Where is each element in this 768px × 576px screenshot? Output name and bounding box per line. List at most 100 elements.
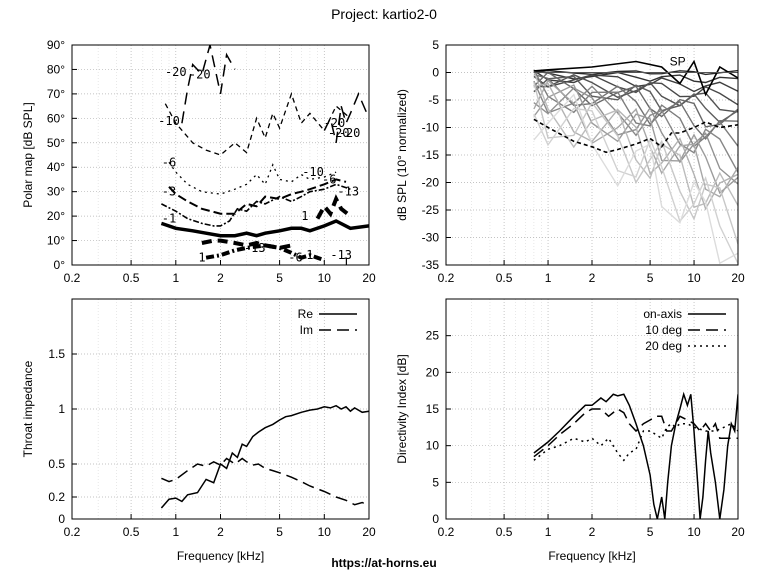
series-line — [160, 404, 369, 509]
page-title: Project: kartio2-0 — [331, 6, 437, 22]
y-tick-label: 0.5 — [48, 457, 65, 471]
y-axis-label: dB SPL (10° normalized) — [395, 89, 409, 221]
plot-frame — [445, 44, 739, 266]
y-tick-label: 20 — [426, 365, 440, 379]
contour-label: -20 — [328, 126, 350, 140]
y-tick-label: 5 — [432, 475, 439, 489]
contour-line — [168, 178, 347, 215]
y-axis-label: Throat impedance — [21, 360, 35, 457]
x-tick-label: 10 — [687, 525, 701, 539]
y-tick-label: 5 — [432, 38, 439, 52]
legend-label: on-axis — [643, 307, 682, 321]
x-tick-label: 10 — [318, 271, 332, 285]
y-tick-label: 90° — [47, 38, 65, 52]
x-tick-label: 10 — [687, 271, 701, 285]
x-tick-label: 0.2 — [438, 271, 455, 285]
contour-label: 1 — [342, 256, 349, 270]
spl-family-line — [533, 82, 738, 211]
spl-family-line — [533, 69, 738, 148]
x-tick-label: 0.2 — [64, 525, 81, 539]
y-tick-label: 20° — [47, 209, 65, 223]
series-line — [161, 457, 369, 507]
series-line — [533, 422, 738, 462]
y-tick-label: 0° — [54, 258, 66, 272]
x-tick-label: 5 — [647, 525, 654, 539]
plot-frame — [71, 44, 370, 266]
contour-label: -6 — [162, 155, 176, 169]
y-tick-label: -30 — [422, 231, 440, 245]
y-tick-label: 60° — [47, 111, 65, 125]
spl-reference-line — [533, 59, 738, 97]
spl-family-line — [533, 73, 738, 140]
y-tick-label: 1.5 — [48, 347, 65, 361]
contour-line — [164, 91, 351, 156]
contour-label: -20 — [189, 67, 211, 81]
y-axis-label: Polar map [dB SPL] — [21, 102, 35, 207]
contour-line — [160, 219, 369, 238]
y-tick-label: 25 — [426, 329, 440, 343]
contour-label: -20 — [324, 116, 346, 130]
contour-label: -3 — [162, 185, 176, 199]
y-tick-label: 50° — [47, 136, 65, 150]
contour-line — [161, 183, 351, 227]
spl-family-line — [533, 107, 738, 264]
contour-line — [181, 45, 236, 124]
contour-line — [315, 194, 352, 220]
legend-label: Re — [298, 307, 314, 321]
chart-polar-map: 0.2 0.5 1 2 5 10 200°10°20°30°40°50°60°70°80°9… — [21, 38, 376, 285]
plot-area: -20 -20-10-6-3-11-13-6 1 -1311-10-6-13-20-2… — [158, 45, 369, 270]
y-tick-label: 10° — [47, 234, 65, 248]
y-tick-label: 0 — [432, 512, 439, 526]
contour-label: -6 — [322, 172, 336, 186]
x-tick-label: 20 — [362, 271, 376, 285]
contour-label: 1 — [306, 248, 313, 262]
y-tick-label: 10 — [426, 439, 440, 453]
contour-label: -13 — [337, 185, 359, 199]
spl-dashed-line — [533, 118, 738, 154]
x-axis-label: Frequency [kHz] — [177, 549, 264, 563]
x-tick-label: 1 — [545, 525, 552, 539]
contour-label: -20 — [339, 126, 361, 140]
contour-line — [205, 243, 325, 262]
y-tick-label: 0.2 — [48, 490, 65, 504]
plot-frame — [445, 298, 739, 520]
x-tick-label: 5 — [276, 525, 283, 539]
plot-area — [160, 404, 369, 509]
x-tick-label: 2 — [589, 525, 596, 539]
x-tick-label: 0.5 — [123, 271, 140, 285]
y-tick-label: 0 — [58, 512, 65, 526]
x-tick-label: 5 — [276, 271, 283, 285]
legend-label: Im — [300, 323, 313, 337]
x-tick-label: 2 — [589, 271, 596, 285]
y-tick-label: 30° — [47, 185, 65, 199]
spl-family-line — [533, 70, 738, 84]
x-tick-label: 0.2 — [438, 525, 455, 539]
x-tick-label: 0.2 — [64, 271, 81, 285]
legend-label: 20 deg — [645, 339, 682, 353]
x-tick-label: 1 — [172, 525, 179, 539]
y-tick-label: 0 — [432, 66, 439, 80]
y-tick-label: -15 — [422, 148, 440, 162]
x-tick-label: 0.5 — [123, 525, 140, 539]
chart-normalized-spl: 0.2 0.5 1 2 5 10 20 5 0 -5 -10 -15 -20 -25 -30 -35 dB SP… — [395, 38, 745, 285]
series-line — [533, 391, 738, 519]
x-tick-label: 20 — [731, 525, 745, 539]
spl-family-line — [533, 93, 738, 265]
y-tick-label: -5 — [428, 93, 439, 107]
spl-family-line — [533, 84, 738, 195]
y-tick-label: 40° — [47, 160, 65, 174]
contour-label: -10 — [158, 114, 180, 128]
y-tick-label: -35 — [422, 258, 440, 272]
y-tick-label: -25 — [422, 203, 440, 217]
contour-label: -20 — [165, 65, 187, 79]
x-tick-label: 2 — [217, 271, 224, 285]
legend-label: 10 deg — [645, 323, 682, 337]
spl-annotation: SP — [670, 55, 686, 69]
x-axis-label: Frequency [kHz] — [548, 549, 635, 563]
x-tick-label: 2 — [217, 525, 224, 539]
x-tick-label: 1 — [545, 271, 552, 285]
contour-label: -6 — [288, 251, 302, 265]
